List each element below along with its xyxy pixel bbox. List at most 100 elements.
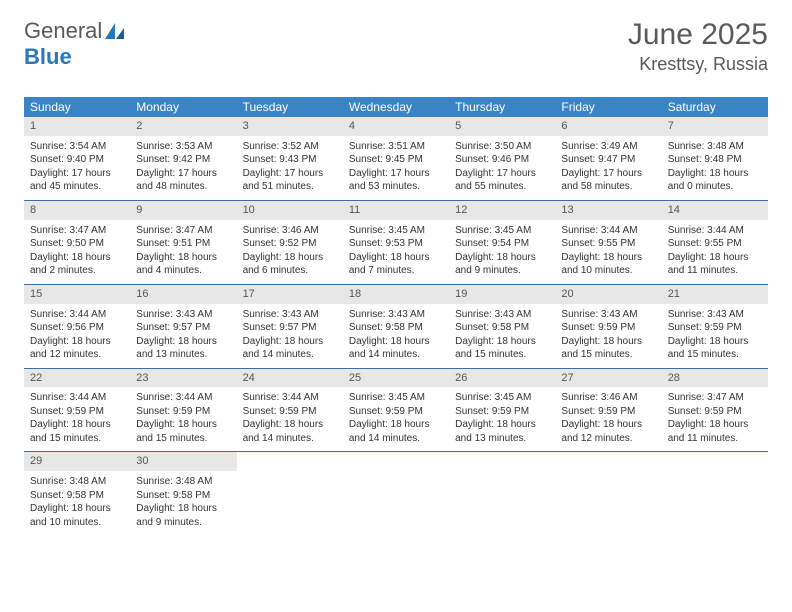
day-cell [662, 452, 768, 535]
daylight-text: and 45 minutes. [24, 180, 130, 194]
day-number: 5 [449, 117, 555, 136]
sunrise-text: Sunrise: 3:48 AM [130, 475, 236, 489]
day-number: 3 [237, 117, 343, 136]
day-number: 25 [343, 369, 449, 388]
day-number: 15 [24, 285, 130, 304]
day-cell: 17Sunrise: 3:43 AMSunset: 9:57 PMDayligh… [237, 285, 343, 368]
day-cell: 23Sunrise: 3:44 AMSunset: 9:59 PMDayligh… [130, 369, 236, 452]
sunset-text: Sunset: 9:59 PM [237, 405, 343, 419]
sunset-text: Sunset: 9:59 PM [662, 321, 768, 335]
day-cell: 5Sunrise: 3:50 AMSunset: 9:46 PMDaylight… [449, 117, 555, 200]
sunrise-text: Sunrise: 3:51 AM [343, 140, 449, 154]
daylight-text: and 10 minutes. [555, 264, 661, 278]
calendar: Sunday Monday Tuesday Wednesday Thursday… [24, 97, 768, 535]
daylight-text: Daylight: 18 hours [343, 418, 449, 432]
day-cell: 10Sunrise: 3:46 AMSunset: 9:52 PMDayligh… [237, 201, 343, 284]
daylight-text: and 12 minutes. [24, 348, 130, 362]
daylight-text: and 14 minutes. [237, 348, 343, 362]
day-cell: 15Sunrise: 3:44 AMSunset: 9:56 PMDayligh… [24, 285, 130, 368]
daylight-text: and 48 minutes. [130, 180, 236, 194]
sunset-text: Sunset: 9:50 PM [24, 237, 130, 251]
day-number: 23 [130, 369, 236, 388]
logo-text-1: General [24, 18, 102, 44]
day-number: 7 [662, 117, 768, 136]
sunset-text: Sunset: 9:42 PM [130, 153, 236, 167]
sunrise-text: Sunrise: 3:46 AM [555, 391, 661, 405]
daylight-text: and 12 minutes. [555, 432, 661, 446]
sunset-text: Sunset: 9:57 PM [130, 321, 236, 335]
daylight-text: Daylight: 18 hours [662, 251, 768, 265]
daylight-text: Daylight: 18 hours [662, 335, 768, 349]
daylight-text: Daylight: 18 hours [130, 251, 236, 265]
day-number: 2 [130, 117, 236, 136]
daylight-text: and 6 minutes. [237, 264, 343, 278]
day-number: 30 [130, 452, 236, 471]
sunset-text: Sunset: 9:45 PM [343, 153, 449, 167]
sunset-text: Sunset: 9:59 PM [130, 405, 236, 419]
day-cell: 11Sunrise: 3:45 AMSunset: 9:53 PMDayligh… [343, 201, 449, 284]
daylight-text: and 13 minutes. [130, 348, 236, 362]
daylight-text: Daylight: 18 hours [24, 335, 130, 349]
day-cell [343, 452, 449, 535]
sunrise-text: Sunrise: 3:45 AM [449, 391, 555, 405]
day-number: 20 [555, 285, 661, 304]
sunrise-text: Sunrise: 3:50 AM [449, 140, 555, 154]
day-cell: 9Sunrise: 3:47 AMSunset: 9:51 PMDaylight… [130, 201, 236, 284]
sunset-text: Sunset: 9:58 PM [343, 321, 449, 335]
sunrise-text: Sunrise: 3:46 AM [237, 224, 343, 238]
day-number: 13 [555, 201, 661, 220]
daylight-text: Daylight: 18 hours [24, 502, 130, 516]
daylight-text: Daylight: 17 hours [449, 167, 555, 181]
week-row: 29Sunrise: 3:48 AMSunset: 9:58 PMDayligh… [24, 452, 768, 535]
day-number: 24 [237, 369, 343, 388]
daylight-text: and 15 minutes. [662, 348, 768, 362]
sunrise-text: Sunrise: 3:43 AM [449, 308, 555, 322]
sunrise-text: Sunrise: 3:47 AM [662, 391, 768, 405]
sunrise-text: Sunrise: 3:44 AM [555, 224, 661, 238]
day-number: 21 [662, 285, 768, 304]
daylight-text: Daylight: 18 hours [130, 502, 236, 516]
daylight-text: Daylight: 18 hours [449, 418, 555, 432]
sunrise-text: Sunrise: 3:49 AM [555, 140, 661, 154]
sunrise-text: Sunrise: 3:43 AM [555, 308, 661, 322]
daylight-text: Daylight: 17 hours [130, 167, 236, 181]
daylight-text: and 51 minutes. [237, 180, 343, 194]
title-location: Kresttsy, Russia [628, 54, 768, 75]
sunset-text: Sunset: 9:47 PM [555, 153, 661, 167]
daylight-text: and 2 minutes. [24, 264, 130, 278]
sunrise-text: Sunrise: 3:48 AM [24, 475, 130, 489]
daylight-text: Daylight: 17 hours [343, 167, 449, 181]
day-cell: 16Sunrise: 3:43 AMSunset: 9:57 PMDayligh… [130, 285, 236, 368]
sunrise-text: Sunrise: 3:54 AM [24, 140, 130, 154]
sunset-text: Sunset: 9:48 PM [662, 153, 768, 167]
logo-text-2: Blue [24, 44, 72, 69]
day-cell: 2Sunrise: 3:53 AMSunset: 9:42 PMDaylight… [130, 117, 236, 200]
title-month: June 2025 [628, 18, 768, 52]
logo-sail-icon [104, 22, 126, 40]
day-cell: 20Sunrise: 3:43 AMSunset: 9:59 PMDayligh… [555, 285, 661, 368]
sunrise-text: Sunrise: 3:43 AM [662, 308, 768, 322]
daylight-text: Daylight: 18 hours [343, 251, 449, 265]
daylight-text: and 14 minutes. [343, 432, 449, 446]
week-row: 15Sunrise: 3:44 AMSunset: 9:56 PMDayligh… [24, 285, 768, 369]
daylight-text: Daylight: 18 hours [130, 335, 236, 349]
day-number: 1 [24, 117, 130, 136]
sunset-text: Sunset: 9:59 PM [343, 405, 449, 419]
day-cell: 13Sunrise: 3:44 AMSunset: 9:55 PMDayligh… [555, 201, 661, 284]
day-cell: 27Sunrise: 3:46 AMSunset: 9:59 PMDayligh… [555, 369, 661, 452]
sunrise-text: Sunrise: 3:43 AM [237, 308, 343, 322]
day-number: 22 [24, 369, 130, 388]
daylight-text: Daylight: 18 hours [343, 335, 449, 349]
sunset-text: Sunset: 9:58 PM [449, 321, 555, 335]
sunset-text: Sunset: 9:59 PM [662, 405, 768, 419]
sunset-text: Sunset: 9:55 PM [555, 237, 661, 251]
day-cell: 26Sunrise: 3:45 AMSunset: 9:59 PMDayligh… [449, 369, 555, 452]
sunset-text: Sunset: 9:58 PM [24, 489, 130, 503]
sunset-text: Sunset: 9:51 PM [130, 237, 236, 251]
sunset-text: Sunset: 9:59 PM [555, 405, 661, 419]
sunrise-text: Sunrise: 3:43 AM [343, 308, 449, 322]
day-cell: 12Sunrise: 3:45 AMSunset: 9:54 PMDayligh… [449, 201, 555, 284]
day-cell: 28Sunrise: 3:47 AMSunset: 9:59 PMDayligh… [662, 369, 768, 452]
sunset-text: Sunset: 9:58 PM [130, 489, 236, 503]
daylight-text: and 9 minutes. [449, 264, 555, 278]
